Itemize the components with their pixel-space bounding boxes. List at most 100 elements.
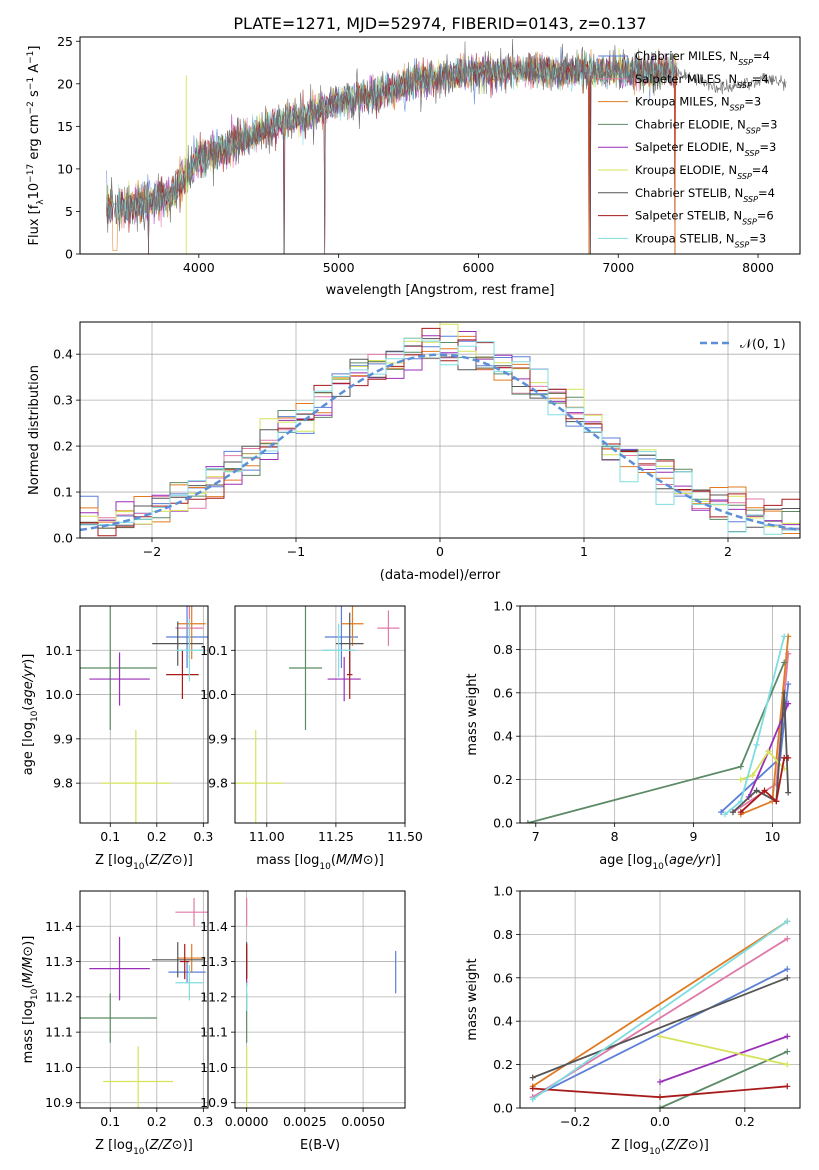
legend-label: Salpeter STELIB, NSSP=6 — [635, 209, 774, 227]
residual-histogram — [80, 337, 800, 538]
y-tick-label: 25 — [57, 34, 73, 49]
weight-marker — [737, 763, 744, 770]
normal-reference-curve — [80, 353, 800, 532]
weight-marker — [529, 1096, 536, 1103]
axes-frame — [79, 36, 801, 255]
x-tick-label: 9 — [690, 829, 698, 844]
x-tick-label: −0.2 — [560, 1114, 590, 1129]
weight-marker — [657, 1033, 663, 1040]
weight-series-line — [532, 976, 788, 1079]
weight-marker — [737, 809, 744, 816]
residual-legend: 𝒩(0, 1) — [700, 336, 786, 351]
legend-label: 𝒩(0, 1) — [740, 336, 786, 351]
weight-marker — [785, 789, 792, 796]
x-tick-label: −2 — [143, 544, 161, 559]
y-tick-label: 0.4 — [493, 729, 513, 744]
axes-frame — [79, 890, 209, 1109]
errorbar-point — [166, 606, 208, 668]
legend-label: Kroupa MILES, NSSP=3 — [635, 95, 761, 113]
y-tick-label: 0.2 — [493, 772, 513, 787]
chart-age-weight: 7 8 9 10 0.0 0.2 0.4 0.6 0.8 1.0 mass weight age [l… — [465, 599, 801, 872]
y-tick-label: 11.1 — [200, 1025, 228, 1040]
axes-frame — [234, 890, 406, 1109]
y-tick-label: 10.0 — [200, 687, 228, 702]
y-axis-label: Flux [fλ10−17 erg cm−2 s−1 A−1] — [26, 46, 46, 246]
x-tick-label: 0.0025 — [283, 1114, 327, 1129]
axes-frame — [79, 605, 209, 824]
weight-marker — [785, 754, 792, 761]
errorbar-point — [175, 619, 204, 682]
y-tick-label: 1.0 — [493, 599, 513, 614]
y-tick-label: 10 — [57, 161, 73, 176]
weight-marker — [529, 1074, 536, 1081]
weight-marker — [737, 776, 744, 783]
errorbar-point — [327, 656, 361, 702]
chart-mass-age: 11.00 11.25 11.50 9.8 9.9 10.0 10.1 mass [log10… — [200, 605, 423, 872]
x-axis-label: E(B-V) — [300, 1138, 340, 1153]
axes-frame — [519, 605, 801, 824]
y-tick-label: 0.3 — [53, 393, 73, 408]
axis-label: Z [log10(Z/Z⊙)] — [611, 1138, 709, 1157]
legend-label: Chabrier STELIB, NSSP=4 — [635, 186, 775, 204]
y-axis-label: mass weight — [465, 673, 480, 755]
y-tick-label: 11.4 — [200, 919, 228, 934]
errorbar-point — [166, 650, 199, 699]
weight-series-line — [532, 937, 788, 1098]
weight-marker — [657, 1105, 663, 1108]
y-tick-label: 0.4 — [53, 347, 73, 362]
y-tick-label: 0.1 — [53, 485, 73, 500]
x-tick-label: 0.0050 — [341, 1114, 385, 1129]
plot-area — [80, 323, 800, 538]
errorbar-point — [235, 730, 284, 823]
weight-marker — [737, 798, 744, 805]
y-tick-label: 10.1 — [200, 643, 228, 658]
chart-Z-age: 0.1 0.2 0.3 9.8 9.9 10.0 10.1 Z [log10(Z/Z⊙)] ag… — [21, 605, 213, 872]
legend-label: Salpeter MILES, NSSP=4 — [635, 72, 769, 90]
y-tick-label: 20 — [57, 76, 73, 91]
weight-series-line — [532, 968, 788, 1099]
weight-marker — [781, 689, 788, 696]
weight-marker — [784, 1033, 791, 1040]
y-tick-label: 0.0 — [493, 816, 513, 831]
x-tick-label: 8 — [611, 829, 619, 844]
errorbar-point — [80, 993, 157, 1043]
y-axis-label: Normed distribution — [27, 365, 42, 495]
y-tick-label: 0.0 — [493, 1101, 513, 1116]
weight-marker — [761, 787, 768, 794]
errorbar-point — [152, 621, 204, 666]
weight-series-line — [532, 920, 788, 1088]
errorbar-point — [103, 1046, 174, 1108]
y-tick-label: 11.4 — [45, 919, 73, 934]
x-tick-label: 2 — [724, 544, 732, 559]
errorbar-point — [322, 623, 356, 677]
weight-series-line — [659, 1050, 788, 1108]
x-tick-label: −1 — [287, 544, 305, 559]
weight-marker — [781, 633, 788, 640]
legend-label: Salpeter ELODIE, NSSP=3 — [635, 140, 776, 158]
chart-Z-mass: 0.1 0.2 0.3 10.9 11.0 11.1 11.2 11.3 11.4 Z [log1… — [21, 890, 213, 1157]
legend-label: Chabrier MILES, NSSP=4 — [635, 49, 770, 67]
errorbar-point — [180, 943, 190, 980]
spectrum-legend: Chabrier MILES, NSSP=4 Salpeter MILES, NS… — [598, 49, 777, 249]
errorbar-point — [288, 606, 323, 730]
x-tick-label: 11.00 — [249, 829, 285, 844]
axis-label: Z [log10(Z/Z⊙)] — [95, 853, 193, 872]
x-tick-label: 7 — [532, 829, 540, 844]
x-tick-label: 10 — [764, 829, 780, 844]
weight-marker — [529, 1085, 536, 1092]
errorbar-point — [89, 652, 150, 706]
weight-marker — [765, 748, 772, 755]
errorbar-point — [168, 961, 206, 983]
x-tick-label: 4000 — [183, 260, 215, 275]
y-tick-label: 0.2 — [493, 1057, 513, 1072]
errorbar-point — [175, 898, 208, 927]
plot-area — [529, 918, 791, 1108]
weight-series-line — [724, 636, 786, 815]
axes-frame — [234, 605, 406, 824]
plot-area — [235, 606, 400, 823]
weight-marker — [784, 918, 791, 925]
chart-EBV-mass: 0.0000 0.0025 0.0050 10.9 11.0 11.1 11.2 11.3 11… — [200, 890, 406, 1153]
weight-marker — [753, 787, 760, 794]
spectrum-observed-line — [106, 38, 787, 254]
weight-marker — [784, 1061, 791, 1068]
